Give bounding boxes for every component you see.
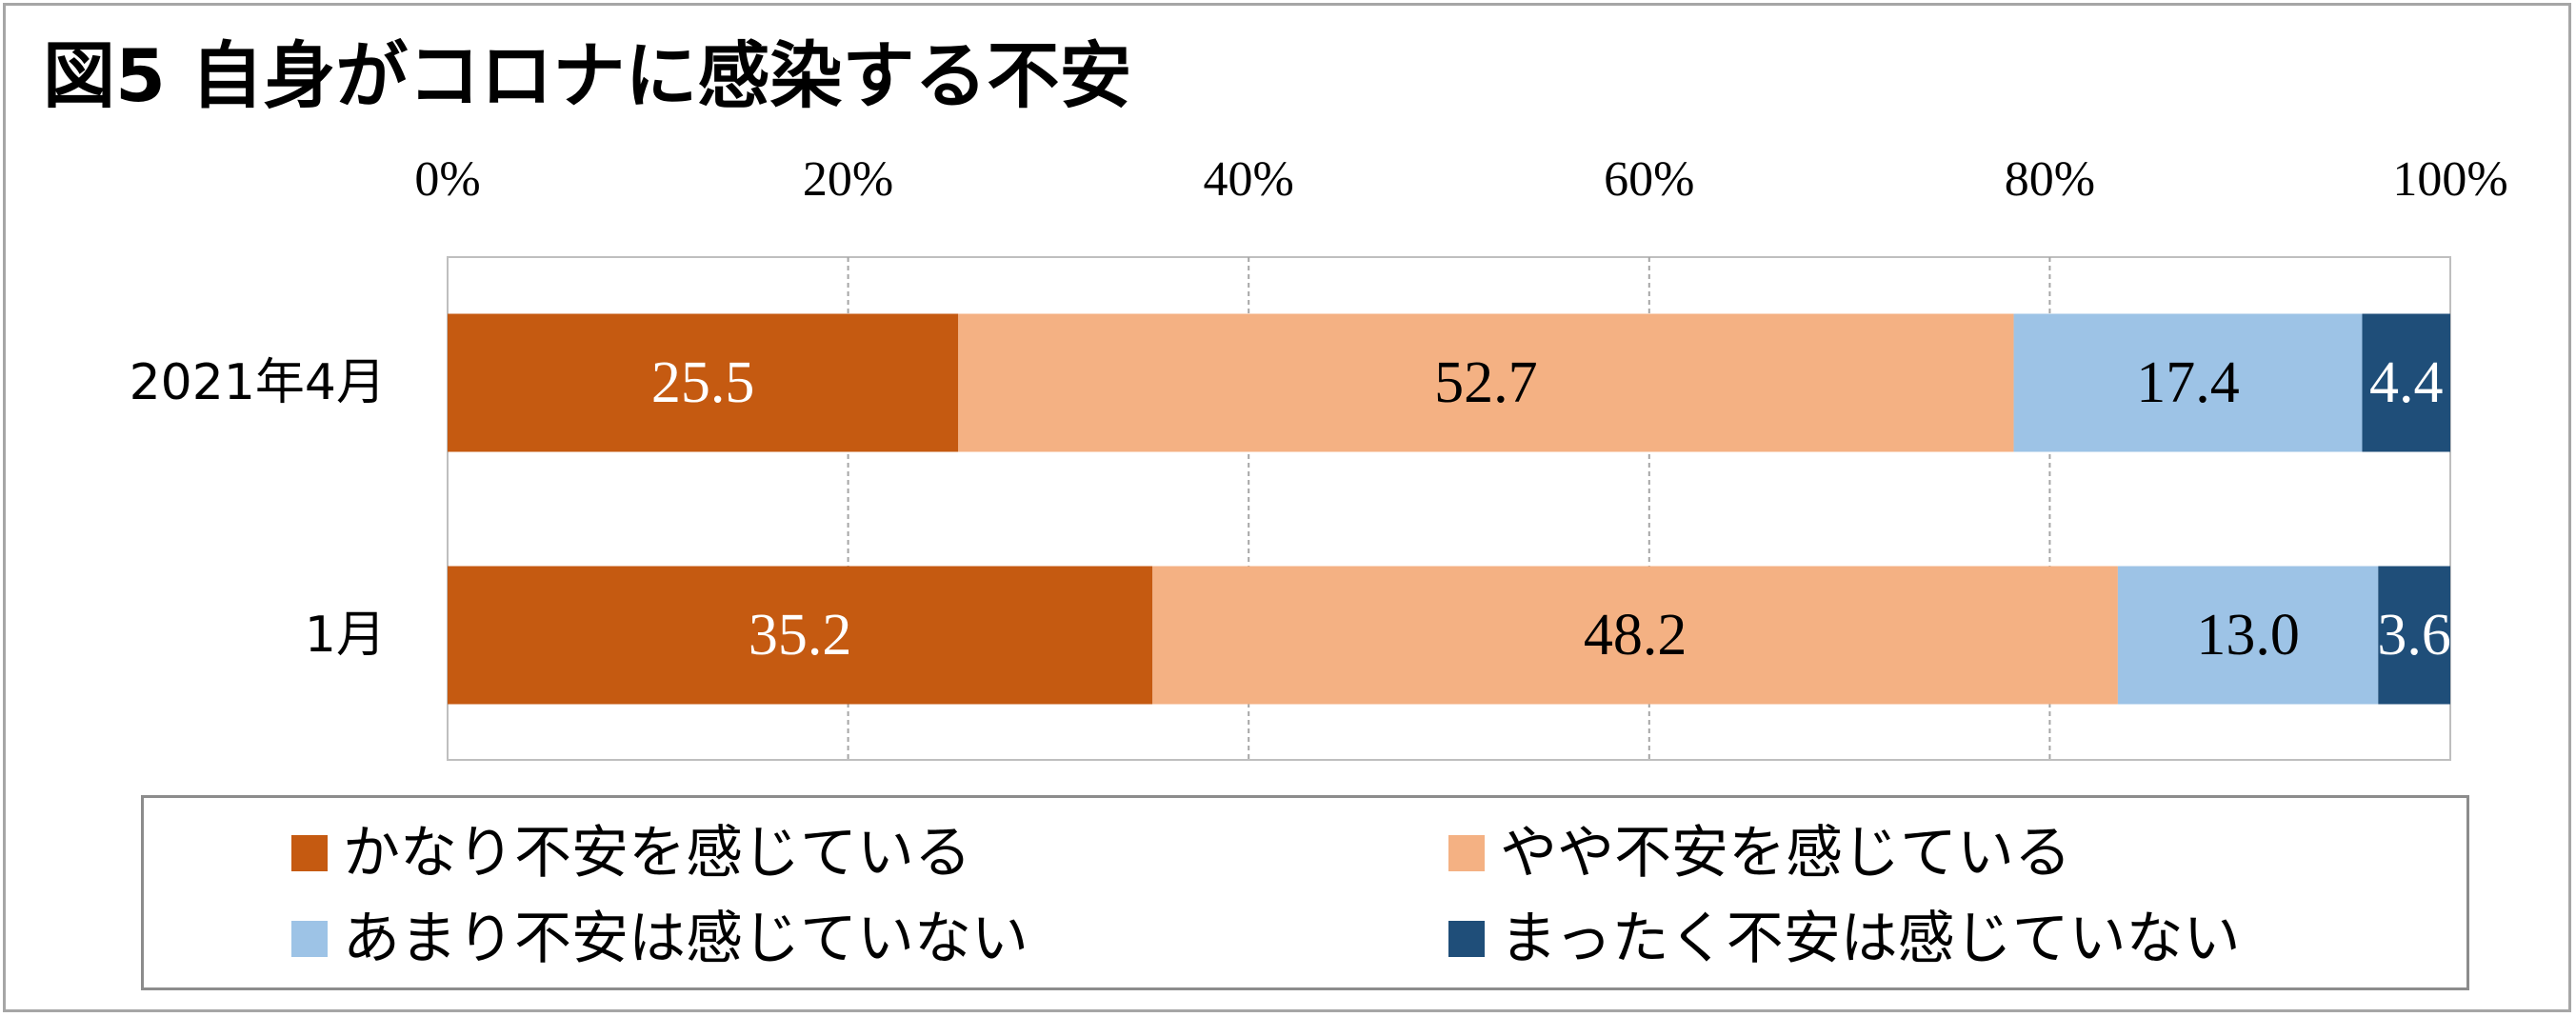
legend-item-not-at-all-anxious: まったく不安は感じていない — [1448, 901, 2241, 977]
category-label: 2021年4月 — [130, 354, 386, 411]
bar-segment — [2117, 566, 2379, 705]
legend-item-very-anxious: かなり不安を感じている — [291, 815, 971, 891]
x-tick-label: 40% — [1204, 152, 1294, 207]
data-labels: 25.5 52.7 17.4 4.4 35.2 48.2 13.0 3.6 — [651, 350, 2451, 668]
legend-label: あまり不安は感じていない — [343, 906, 1028, 972]
x-tick-label: 100% — [2392, 152, 2507, 207]
x-tick-label: 80% — [2005, 152, 2095, 207]
data-label: 25.5 — [651, 350, 755, 415]
bar-segment — [2013, 313, 2363, 452]
x-axis-tick-labels: 0% 20% 40% 60% 80% 100% — [414, 152, 2507, 207]
legend-swatch — [1448, 835, 1485, 871]
x-tick-label: 20% — [803, 152, 893, 207]
bar-segment — [2362, 313, 2450, 452]
y-axis-category-labels: 2021年4月 1月 — [130, 354, 386, 664]
gridlines — [447, 256, 2451, 761]
legend-swatch — [1448, 921, 1485, 957]
legend-label: やや不安を感じている — [1500, 820, 2071, 887]
x-tick-label: 0% — [414, 152, 480, 207]
legend-item-somewhat-anxious: やや不安を感じている — [1448, 815, 2071, 891]
plot-area: 0% 20% 40% 60% 80% 100% 2021年4月 1月 25.5 52.7 17.… — [130, 152, 2508, 761]
data-label: 13.0 — [2196, 603, 2300, 668]
data-label: 35.2 — [749, 603, 852, 668]
legend-swatch — [291, 921, 328, 957]
bar-segment — [448, 566, 1153, 705]
x-tick-label: 60% — [1604, 152, 1694, 207]
legend-swatch — [291, 835, 328, 871]
legend-item-not-very-anxious: あまり不安は感じていない — [291, 901, 1028, 977]
chart-title: 図5 自身がコロナに感染する不安 — [43, 33, 1132, 118]
bar-segment — [1152, 566, 2118, 705]
bars — [448, 313, 2450, 705]
legend-label: かなり不安を感じている — [343, 820, 971, 887]
data-label: 48.2 — [1584, 603, 1687, 668]
data-label: 52.7 — [1434, 350, 1538, 415]
plot-border — [447, 256, 2451, 761]
bar-segment — [448, 313, 959, 452]
bar-segment — [958, 313, 2014, 452]
bar-segment — [2378, 566, 2450, 705]
data-label: 4.4 — [2369, 350, 2444, 415]
data-label: 17.4 — [2136, 350, 2240, 415]
data-label: 3.6 — [2377, 603, 2451, 668]
legend-label: まったく不安は感じていない — [1500, 906, 2241, 972]
legend: かなり不安を感じている やや不安を感じている あまり不安は感じていない まったく… — [141, 795, 2469, 990]
category-label: 1月 — [305, 607, 386, 664]
